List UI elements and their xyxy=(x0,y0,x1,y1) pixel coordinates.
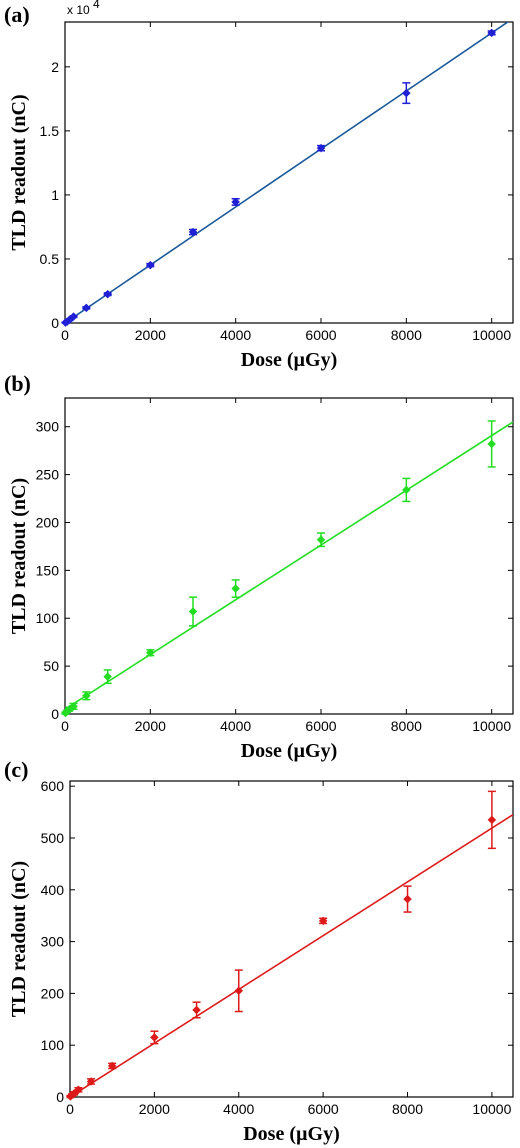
data-point xyxy=(107,1061,117,1071)
data-point xyxy=(234,986,244,996)
chart-panel-1: (a) 0 2000 4000 6000 8000 10000 0 0.5 1 1.5 2 x 10 4 D… xyxy=(4,0,514,371)
y-tick-label: 500 xyxy=(41,830,65,846)
data-point xyxy=(192,1005,201,1015)
y-tick-label: 0 xyxy=(51,315,59,331)
x-tick-label: 0 xyxy=(66,1101,74,1117)
y-tick-label: 150 xyxy=(36,562,60,578)
y-axis-label: TLD readout (nC) xyxy=(8,478,30,634)
fit-line xyxy=(70,813,513,1097)
data-point xyxy=(103,289,113,299)
x-tick-label: 0 xyxy=(61,718,69,734)
plot-frame xyxy=(69,780,514,1098)
y-multiplier-exponent: 4 xyxy=(93,0,100,11)
x-tick-label: 10000 xyxy=(472,327,511,343)
chart-panel-2: (b) 0 2000 4000 6000 8000 10000 0 50 100 150 200 250… xyxy=(4,371,514,762)
y-tick-label: 0 xyxy=(51,706,59,722)
data-point xyxy=(188,227,198,237)
data-point xyxy=(401,485,411,495)
y-tick-label: 200 xyxy=(41,985,65,1001)
y-tick-label: 50 xyxy=(43,658,59,674)
data-point xyxy=(69,701,78,711)
y-tick-label: 300 xyxy=(41,934,65,950)
y-tick-label: 1.5 xyxy=(40,123,60,139)
y-tick-label: 250 xyxy=(36,467,60,483)
x-axis-label: Dose (µGy) xyxy=(241,349,338,371)
data-point xyxy=(487,439,497,449)
data-point xyxy=(74,1085,83,1095)
fit-line xyxy=(65,22,510,323)
data-point xyxy=(401,88,411,98)
data-point xyxy=(86,1077,96,1086)
x-tick-label: 6000 xyxy=(305,718,336,734)
x-tick-label: 0 xyxy=(61,327,69,343)
data-point xyxy=(316,535,326,545)
y-tick-label: 2 xyxy=(51,59,59,75)
panel-label: (c) xyxy=(4,757,28,782)
x-tick-label: 6000 xyxy=(308,1101,339,1117)
y-tick-label: 100 xyxy=(36,610,60,626)
data-point xyxy=(316,143,326,153)
data-point xyxy=(487,815,497,825)
x-tick-label: 8000 xyxy=(392,1101,423,1117)
y-tick-label: 600 xyxy=(41,778,65,794)
y-multiplier: x 10 xyxy=(67,3,90,17)
x-axis-label: Dose (µGy) xyxy=(243,1123,340,1145)
data-point xyxy=(81,691,91,701)
y-tick-label: 300 xyxy=(36,419,60,435)
panel-label: (b) xyxy=(4,371,31,396)
x-tick-label: 8000 xyxy=(391,718,422,734)
y-axis-label: TLD readout (nC) xyxy=(8,861,30,1017)
x-tick-label: 10000 xyxy=(472,1101,511,1117)
y-tick-label: 1 xyxy=(51,187,59,203)
x-tick-label: 8000 xyxy=(391,327,422,343)
x-axis-label: Dose (µGy) xyxy=(241,740,338,762)
x-tick-label: 6000 xyxy=(305,327,336,343)
chart-panel-3: (c) 0 2000 4000 6000 8000 10000 0 100 200 300 400 50… xyxy=(4,757,514,1145)
data-point xyxy=(231,197,241,207)
data-point xyxy=(231,584,241,593)
x-tick-label: 2000 xyxy=(135,327,166,343)
x-tick-label: 10000 xyxy=(472,718,511,734)
data-point xyxy=(145,648,155,658)
data-point xyxy=(318,916,328,926)
y-tick-label: 100 xyxy=(41,1037,65,1053)
plot-frame xyxy=(64,21,514,324)
x-tick-label: 4000 xyxy=(220,718,251,734)
data-point xyxy=(103,672,113,682)
y-tick-label: 200 xyxy=(36,514,60,530)
data-point xyxy=(403,894,412,904)
fit-line xyxy=(65,421,513,710)
data-point xyxy=(150,1033,159,1042)
y-axis-label: TLD readout (nC) xyxy=(8,94,30,250)
plot-frame xyxy=(64,397,514,715)
x-tick-label: 2000 xyxy=(135,718,166,734)
data-point xyxy=(69,312,78,321)
x-tick-label: 4000 xyxy=(220,327,251,343)
data-point xyxy=(81,303,91,313)
y-tick-label: 0 xyxy=(56,1089,64,1105)
x-tick-label: 2000 xyxy=(139,1101,170,1117)
panel-label: (a) xyxy=(4,2,30,27)
data-point xyxy=(188,607,198,616)
data-point xyxy=(487,28,497,38)
x-tick-label: 4000 xyxy=(223,1101,254,1117)
y-tick-label: 0.5 xyxy=(40,251,60,267)
data-point xyxy=(145,260,155,270)
y-tick-label: 400 xyxy=(41,882,65,898)
